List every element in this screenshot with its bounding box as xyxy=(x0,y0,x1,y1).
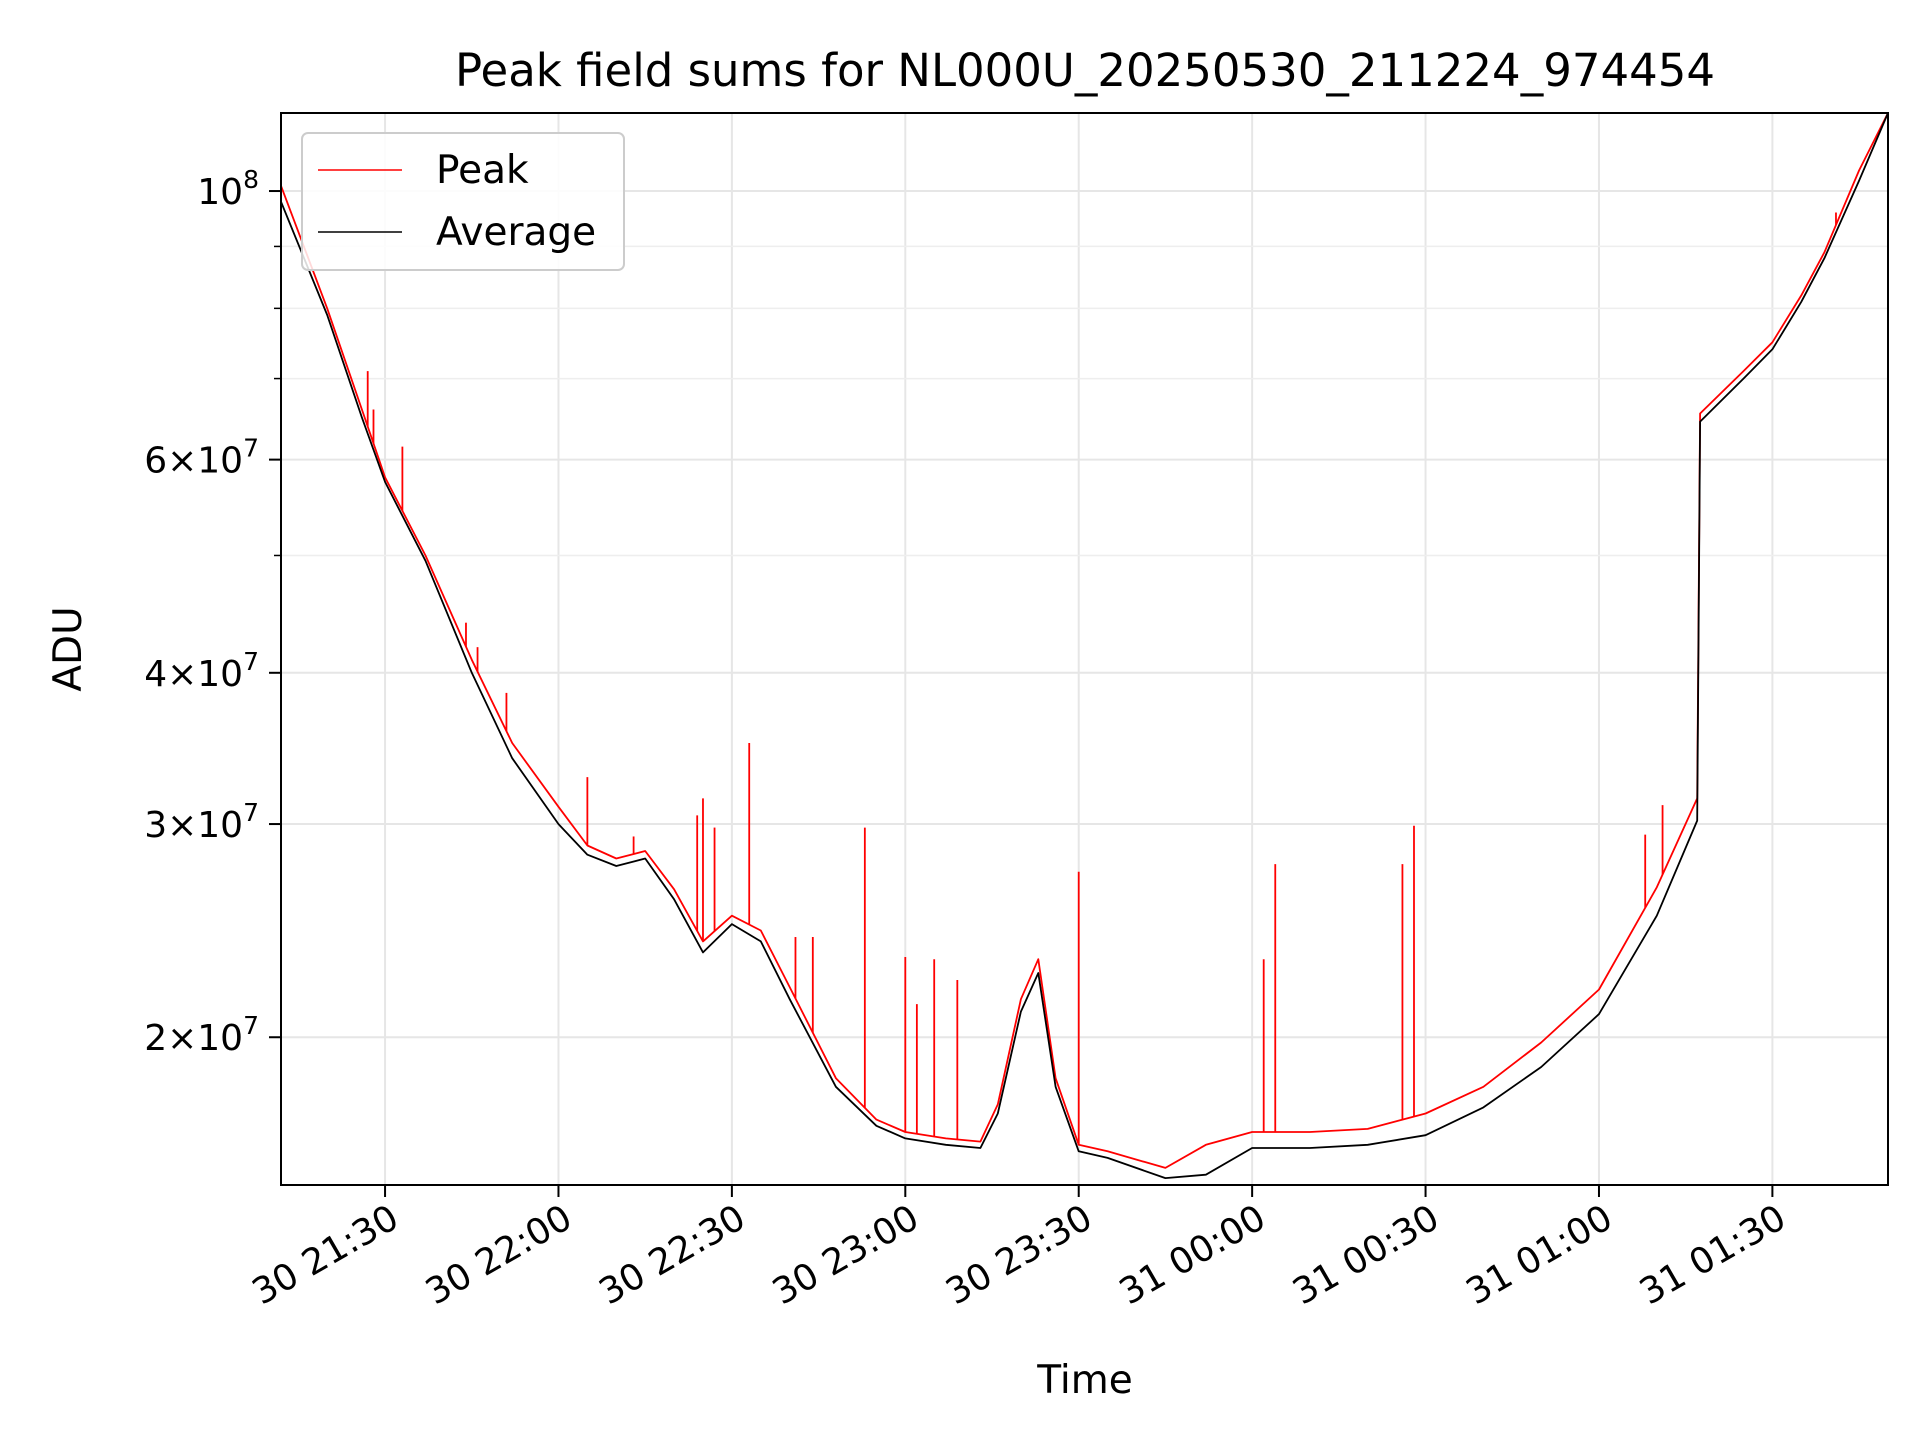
x-axis-label: Time xyxy=(1036,1358,1132,1403)
series-line-peak xyxy=(281,113,1888,1169)
series-line-average xyxy=(281,113,1888,1179)
series-layer xyxy=(281,113,1888,1179)
x-tick-label: 30 23:30 xyxy=(939,1197,1099,1313)
grid xyxy=(281,113,1888,1185)
plot-area xyxy=(281,113,1888,1179)
y-axis-label: ADU xyxy=(46,606,91,691)
x-tick-label: 30 22:00 xyxy=(419,1197,579,1313)
x-tick-label: 31 00:30 xyxy=(1286,1197,1446,1313)
y-tick-label: 108 xyxy=(197,165,259,213)
x-axis: 30 21:30 30 22:00 30 22:30 30 23:00 30 23:30… xyxy=(246,1185,1793,1313)
x-tick-label: 31 01:30 xyxy=(1633,1197,1793,1313)
legend-box xyxy=(301,132,625,271)
plot-frame xyxy=(280,112,1889,1186)
legend: Peak Average xyxy=(301,132,625,271)
y-tick-label: 2×107 xyxy=(144,1011,259,1059)
x-tick-label: 30 22:30 xyxy=(592,1197,752,1313)
x-tick-label: 30 23:00 xyxy=(766,1197,926,1313)
legend-label-peak: Peak xyxy=(436,148,529,193)
x-tick-label: 30 21:30 xyxy=(246,1197,406,1313)
y-tick-label: 4×107 xyxy=(144,647,259,695)
y-tick-label: 6×107 xyxy=(144,434,259,482)
x-tick-label: 31 00:00 xyxy=(1113,1197,1273,1313)
legend-label-average: Average xyxy=(436,210,596,255)
y-tick-label: 3×107 xyxy=(144,798,259,846)
chart-title: Peak field sums for NL000U_20250530_2112… xyxy=(455,44,1715,97)
x-tick-label: 31 01:00 xyxy=(1460,1197,1620,1313)
y-axis: 108 6×107 4×107 3×107 2×107 xyxy=(144,165,281,1059)
